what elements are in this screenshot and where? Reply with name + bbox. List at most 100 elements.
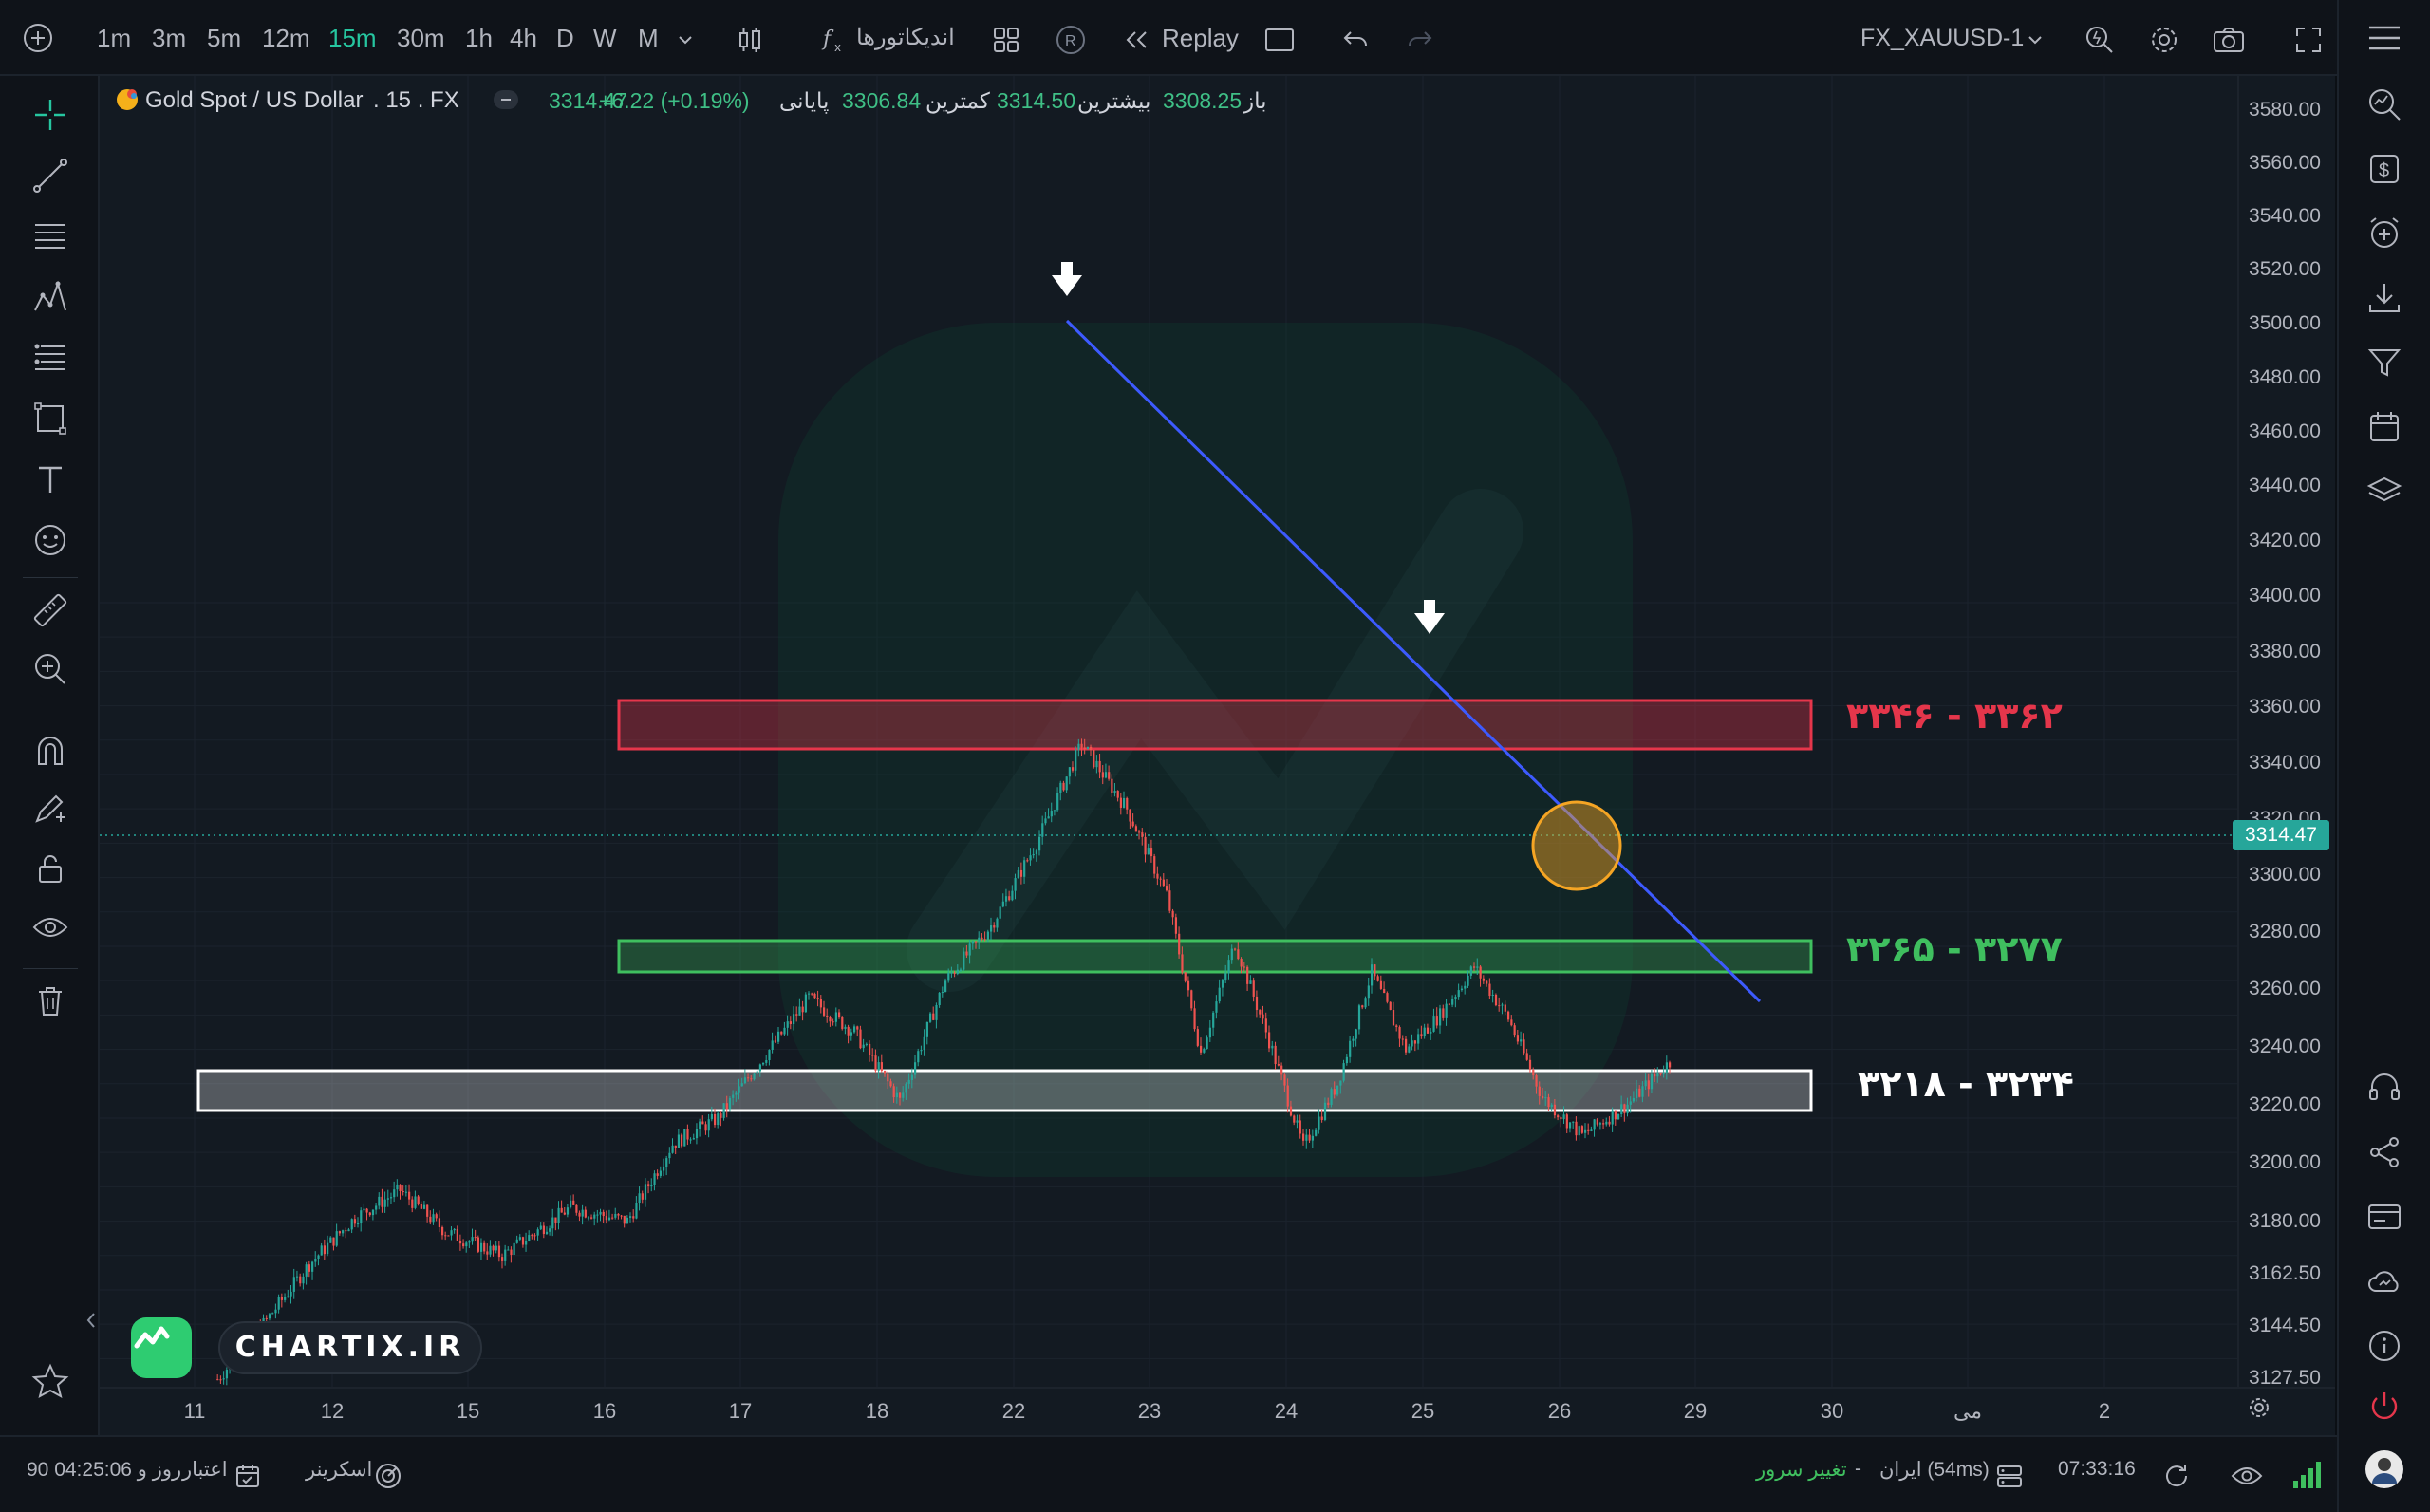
timeframe-4h[interactable]: 4h (510, 24, 537, 52)
x-tick: 22 (1001, 1399, 1026, 1423)
fib-tool-icon[interactable] (28, 336, 72, 380)
ruler-icon[interactable] (28, 588, 72, 632)
dollar-icon[interactable]: $ (2362, 146, 2407, 192)
candle-body (829, 1017, 832, 1022)
refresh-icon[interactable] (2160, 1460, 2193, 1492)
candle-body (1008, 896, 1011, 901)
candle-body (1596, 1119, 1598, 1125)
alert-r-icon[interactable]: R (1052, 21, 1090, 59)
candle-body (507, 1249, 510, 1251)
candle-body (978, 937, 981, 942)
rectangle-tool-icon[interactable] (1261, 21, 1299, 59)
support-headset-icon[interactable] (2362, 1065, 2407, 1111)
candle-body (1647, 1080, 1650, 1090)
candle-body (1050, 811, 1053, 817)
crosshair-icon[interactable] (28, 93, 72, 137)
timeframe-1h[interactable]: 1h (465, 24, 493, 52)
candle-body (1122, 797, 1126, 808)
timeframe-12m[interactable]: 12m (262, 24, 310, 52)
shape-tool-icon[interactable] (28, 397, 72, 440)
candle-body (468, 1241, 471, 1243)
text-tool-icon[interactable] (28, 457, 72, 501)
add-symbol-icon[interactable] (19, 19, 57, 57)
menu-icon[interactable] (2362, 17, 2407, 59)
eye-icon[interactable] (2229, 1460, 2265, 1492)
timeframe-3m[interactable]: 3m (152, 24, 187, 52)
undo-icon[interactable] (1336, 21, 1374, 59)
layers-icon[interactable] (2362, 469, 2407, 514)
emoji-icon[interactable] (28, 518, 72, 562)
screener-button[interactable]: اسکرینر (306, 1459, 373, 1481)
horizontal-lines-icon[interactable] (28, 215, 72, 258)
replay-button[interactable]: Replay (1162, 24, 1239, 52)
fullscreen-icon[interactable] (2288, 19, 2329, 61)
layout-grid-icon[interactable] (987, 21, 1025, 59)
timeframe-1m[interactable]: 1m (97, 24, 132, 52)
candle-body (653, 1173, 656, 1185)
collapse-legend-icon[interactable] (493, 89, 521, 114)
trend-line-icon[interactable] (28, 154, 72, 197)
symbol-chevron-down-icon[interactable] (2022, 27, 2048, 53)
symbol-name[interactable]: Gold Spot / US Dollar (145, 87, 364, 113)
candle-body (1098, 760, 1101, 773)
billing-card-icon[interactable] (2362, 1194, 2407, 1240)
candle-body (647, 1184, 650, 1186)
candle-body (1315, 1129, 1318, 1136)
candle-body (1349, 1040, 1352, 1057)
screener-radar-icon[interactable] (372, 1460, 404, 1492)
subscription-credit: 90 روز و 04:25:06 (27, 1459, 182, 1481)
indicators-button[interactable]: اندیکاتورها (856, 25, 955, 50)
avatar[interactable] (2364, 1448, 2405, 1490)
camera-icon[interactable] (2208, 19, 2250, 61)
trash-icon[interactable] (28, 980, 72, 1023)
candle-body (1093, 750, 1095, 768)
candle-body (1299, 1120, 1301, 1134)
candle-body (1590, 1129, 1593, 1131)
timeframe-30m[interactable]: 30m (397, 24, 445, 52)
download-icon[interactable] (2362, 275, 2407, 321)
calendar-icon[interactable] (2362, 404, 2407, 450)
timeframe-m[interactable]: M (638, 24, 659, 52)
cloud-icon[interactable] (2362, 1259, 2407, 1304)
timeframe-15m[interactable]: 15m (328, 24, 377, 52)
zoom-in-icon[interactable] (28, 647, 72, 691)
candle-body (581, 1209, 584, 1217)
price-chart[interactable] (100, 76, 2335, 1435)
timeframe-5m[interactable]: 5m (207, 24, 242, 52)
candle-body (453, 1228, 456, 1231)
change-server-button[interactable]: تغییر سرور (1756, 1459, 1847, 1481)
favorites-star-icon[interactable] (28, 1359, 72, 1403)
power-icon[interactable] (2362, 1384, 2407, 1429)
chart-search-icon[interactable] (2362, 82, 2407, 127)
lock-icon[interactable] (28, 847, 72, 890)
candle-body (1221, 980, 1224, 988)
candle-body (850, 1032, 852, 1036)
magnet-icon[interactable] (28, 729, 72, 773)
chart-pane[interactable]: Gold Spot / US Dollar . 15 . FX +6.22 (+… (100, 76, 2335, 1435)
symbol-selector[interactable]: FX_XAUUSD-1 (1860, 25, 2025, 51)
redo-icon[interactable] (1401, 21, 1439, 59)
share-icon[interactable] (2362, 1129, 2407, 1175)
candle-body (1255, 996, 1259, 1011)
pattern-tool-icon[interactable] (28, 275, 72, 319)
settings-gear-icon[interactable] (2143, 19, 2185, 61)
collapse-chevron-icon[interactable] (84, 1306, 99, 1335)
quick-search-icon[interactable] (2079, 19, 2121, 61)
candle-type-icon[interactable] (731, 21, 769, 59)
calendar-check-icon[interactable] (232, 1460, 264, 1492)
y-tick: 3380.00 (2249, 641, 2321, 663)
axis-settings-icon[interactable] (2247, 1395, 2279, 1428)
chevron-down-icon[interactable] (672, 27, 699, 53)
visibility-icon[interactable] (28, 905, 72, 949)
info-icon[interactable] (2362, 1323, 2407, 1369)
candle-body (1311, 1135, 1315, 1141)
timeframe-d[interactable]: D (556, 24, 574, 52)
candle-body (975, 941, 978, 943)
timeframe-w[interactable]: W (593, 24, 617, 52)
filter-icon[interactable] (2362, 340, 2407, 385)
replay-icon[interactable] (1120, 23, 1152, 57)
add-alert-icon[interactable] (2362, 211, 2407, 256)
candle-body (938, 992, 941, 1006)
drawing-mode-icon[interactable] (28, 788, 72, 831)
